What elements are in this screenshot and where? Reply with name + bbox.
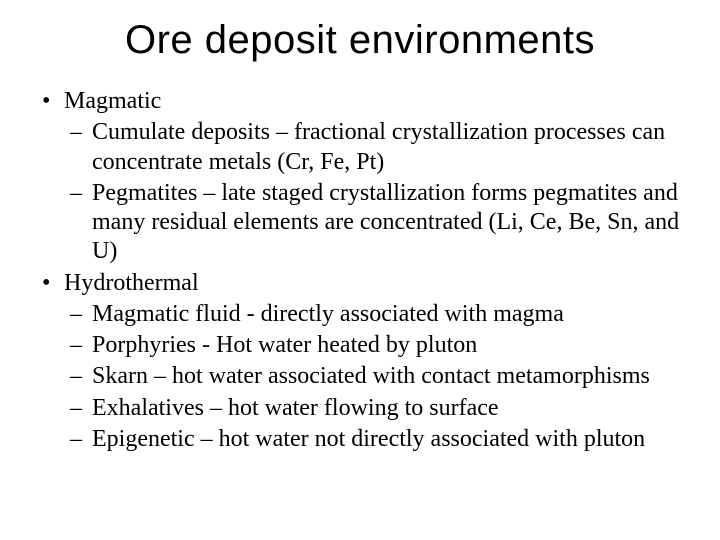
list-item: Pegmatites – late staged crystallization… [64,179,684,267]
list-item-label: Pegmatites – late staged crystallization… [92,180,679,265]
list-item: Skarn – hot water associated with contac… [64,362,684,391]
list-item-label: Magmatic fluid - directly associated wit… [92,301,564,327]
bullet-list-level1: Magmatic Cumulate deposits – fractional … [36,87,684,454]
list-item-label: Porphyries - Hot water heated by pluton [92,332,477,358]
list-item: Exhalatives – hot water flowing to surfa… [64,394,684,423]
list-item-label: Magmatic [64,88,161,114]
list-item: Cumulate deposits – fractional crystalli… [64,118,684,177]
bullet-list-level2: Magmatic fluid - directly associated wit… [64,300,684,454]
list-item: Hydrothermal Magmatic fluid - directly a… [36,269,684,455]
list-item: Magmatic Cumulate deposits – fractional … [36,87,684,267]
bullet-list-level2: Cumulate deposits – fractional crystalli… [64,118,684,266]
list-item: Magmatic fluid - directly associated wit… [64,300,684,329]
list-item-label: Exhalatives – hot water flowing to surfa… [92,395,499,421]
list-item-label: Epigenetic – hot water not directly asso… [92,426,645,452]
list-item-label: Cumulate deposits – fractional crystalli… [92,119,665,174]
slide: Ore deposit environments Magmatic Cumula… [0,0,720,540]
list-item: Epigenetic – hot water not directly asso… [64,425,684,454]
list-item: Porphyries - Hot water heated by pluton [64,331,684,360]
list-item-label: Skarn – hot water associated with contac… [92,363,650,389]
list-item-label: Hydrothermal [64,270,199,296]
slide-body: Magmatic Cumulate deposits – fractional … [36,87,684,454]
slide-title: Ore deposit environments [36,18,684,63]
